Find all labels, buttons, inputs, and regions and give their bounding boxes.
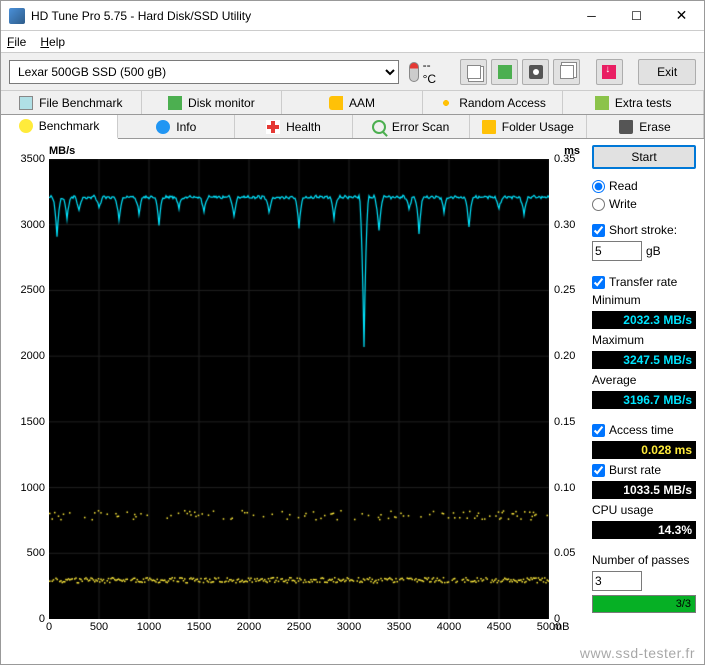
benchmark-icon xyxy=(19,119,33,133)
disk-monitor-icon xyxy=(168,96,182,110)
passes-input[interactable] xyxy=(592,571,642,591)
short-stroke-check[interactable]: Short stroke: xyxy=(592,223,696,237)
aam-icon xyxy=(329,96,343,110)
y-axis-label: MB/s xyxy=(49,145,75,157)
files-icon xyxy=(467,65,481,79)
tab-info[interactable]: Info xyxy=(118,115,235,138)
down-arrow-icon xyxy=(602,65,616,79)
health-icon xyxy=(266,120,280,134)
erase-icon xyxy=(619,120,633,134)
folder-usage-icon xyxy=(482,120,496,134)
min-value: 2032.3 MB/s xyxy=(592,311,696,329)
access-time-check[interactable]: Access time xyxy=(592,423,696,437)
file-benchmark-icon xyxy=(19,96,33,110)
exit-button[interactable]: Exit xyxy=(638,59,696,85)
min-label: Minimum xyxy=(592,293,696,307)
save-icon xyxy=(498,65,512,79)
tab-random-access[interactable]: Random Access xyxy=(423,91,564,114)
tab-extra-tests[interactable]: Extra tests xyxy=(563,91,704,114)
progress-bar: 3/3 xyxy=(592,595,696,613)
tab-folder-usage[interactable]: Folder Usage xyxy=(470,115,587,138)
benchmark-chart: MB/s ms mB 05001000150020002500300035000… xyxy=(9,145,586,660)
read-radio[interactable]: Read xyxy=(592,179,696,193)
burst-value: 1033.5 MB/s xyxy=(592,481,696,499)
cpu-value: 14.3% xyxy=(592,521,696,539)
avg-label: Average xyxy=(592,373,696,387)
thermometer-icon xyxy=(409,62,419,82)
cpu-label: CPU usage xyxy=(592,503,696,517)
info-icon xyxy=(156,120,170,134)
maximize-button[interactable]: ☐ xyxy=(614,1,659,30)
write-radio[interactable]: Write xyxy=(592,197,696,211)
copy-icon xyxy=(560,65,574,79)
tab-disk-monitor[interactable]: Disk monitor xyxy=(142,91,283,114)
tab-health[interactable]: Health xyxy=(235,115,352,138)
copy-button[interactable] xyxy=(553,59,580,85)
tab-benchmark[interactable]: Benchmark xyxy=(1,115,118,139)
watermark: www.ssd-tester.fr xyxy=(580,645,695,661)
random-access-icon xyxy=(439,96,453,110)
start-button[interactable]: Start xyxy=(592,145,696,169)
menu-file[interactable]: File xyxy=(7,35,26,49)
minimize-button[interactable]: ─ xyxy=(569,1,614,30)
tab-aam[interactable]: AAM xyxy=(282,91,423,114)
menu-help[interactable]: Help xyxy=(40,35,65,49)
tab-file-benchmark[interactable]: File Benchmark xyxy=(1,91,142,114)
passes-label: Number of passes xyxy=(592,553,696,567)
max-value: 3247.5 MB/s xyxy=(592,351,696,369)
burst-rate-check[interactable]: Burst rate xyxy=(592,463,696,477)
tab-erase[interactable]: Erase xyxy=(587,115,704,138)
transfer-rate-check[interactable]: Transfer rate xyxy=(592,275,696,289)
screenshot-button[interactable] xyxy=(522,59,549,85)
short-stroke-input[interactable] xyxy=(592,241,642,261)
tab-error-scan[interactable]: Error Scan xyxy=(353,115,470,138)
avg-value: 3196.7 MB/s xyxy=(592,391,696,409)
app-icon xyxy=(9,8,25,24)
max-label: Maximum xyxy=(592,333,696,347)
down-button[interactable] xyxy=(596,59,623,85)
access-value: 0.028 ms xyxy=(592,441,696,459)
close-button[interactable]: ✕ xyxy=(659,1,704,30)
save-button[interactable] xyxy=(491,59,518,85)
device-select[interactable]: Lexar 500GB SSD (500 gB) xyxy=(9,60,399,84)
window-title: HD Tune Pro 5.75 - Hard Disk/SSD Utility xyxy=(31,9,569,23)
error-scan-icon xyxy=(372,120,386,134)
files-button[interactable] xyxy=(460,59,487,85)
temperature-display: -- °C xyxy=(409,58,446,86)
camera-icon xyxy=(529,65,543,79)
extra-tests-icon xyxy=(595,96,609,110)
